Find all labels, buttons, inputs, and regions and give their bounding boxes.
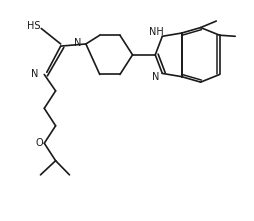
- Text: N: N: [152, 72, 159, 82]
- Text: N: N: [31, 69, 39, 80]
- Text: NH: NH: [148, 27, 163, 37]
- Text: HS: HS: [27, 21, 41, 31]
- Text: N: N: [74, 38, 81, 48]
- Text: O: O: [35, 138, 43, 148]
